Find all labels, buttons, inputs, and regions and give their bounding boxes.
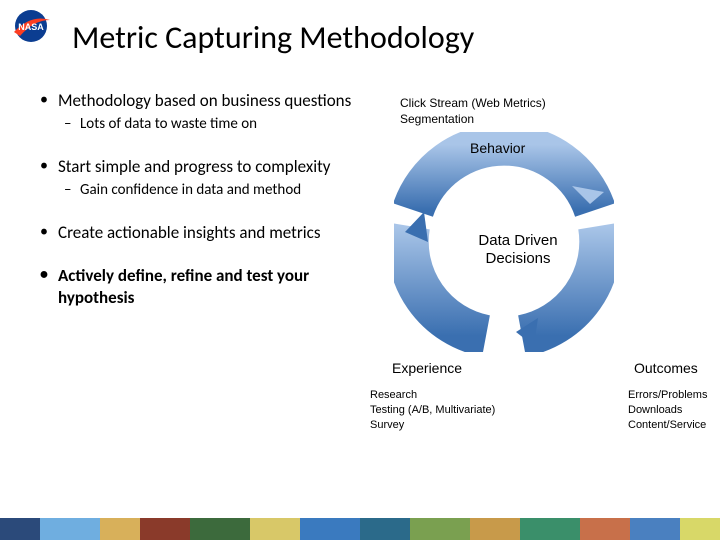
bullet-sub: Gain confidence in data and method [40, 181, 360, 200]
bullet-sub: Lots of data to waste time on [40, 115, 360, 134]
diagram-top-labels: Click Stream (Web Metrics) Segmentation [400, 96, 546, 127]
bullet-list: Methodology based on business questions … [40, 90, 360, 330]
bullet-main: Create actionable insights and metrics [40, 222, 360, 243]
diagram-center-label: Data Driven Decisions [458, 232, 578, 268]
arc-label-experience: Experience [392, 360, 462, 376]
diagram-right-lines: Errors/Problems Downloads Content/Servic… [628, 388, 707, 433]
svg-text:NASA: NASA [18, 22, 44, 32]
arc-label-behavior: Behavior [470, 140, 525, 156]
slide-title: Metric Capturing Methodology [72, 18, 474, 57]
footer-image-strip [0, 518, 720, 540]
arc-label-outcomes: Outcomes [634, 360, 698, 376]
bullet-main: Start simple and progress to complexity [40, 156, 360, 177]
diagram-left-lines: Research Testing (A/B, Multivariate) Sur… [370, 388, 495, 433]
bullet-main: Methodology based on business questions [40, 90, 360, 111]
bullet-main: Actively define, refine and test your hy… [40, 265, 360, 308]
nasa-logo: NASA [10, 8, 52, 44]
